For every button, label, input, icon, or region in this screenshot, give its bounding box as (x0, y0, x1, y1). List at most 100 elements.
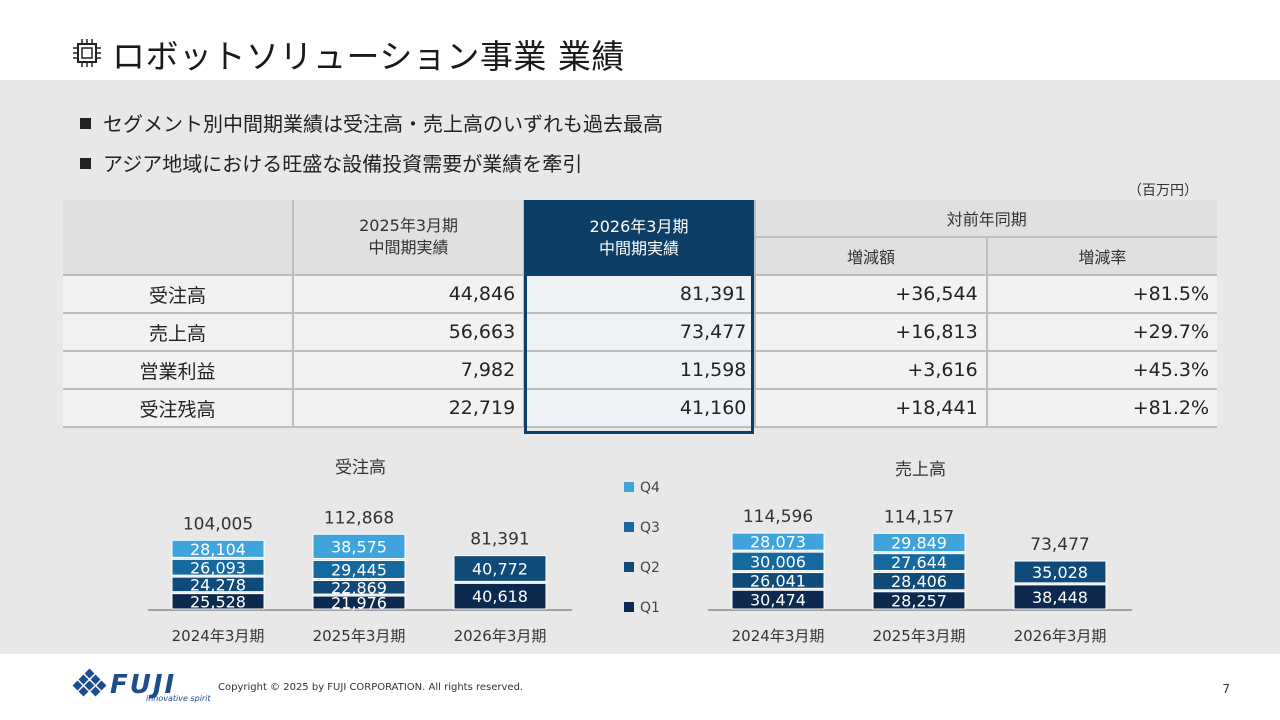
bar-segment-q1 (872, 591, 966, 610)
row-label: 受注残高 (63, 389, 294, 428)
bar-value-label: 29,849 (891, 534, 947, 553)
row-rate: +81.2% (986, 389, 1217, 428)
bar-segment-q1 (312, 595, 406, 610)
legend-q4-label: Q4 (640, 480, 660, 496)
bar-total-label: 73,477 (1030, 535, 1089, 555)
bar-value-label: 28,406 (891, 572, 947, 591)
table-row: 売上高 56,663 73,477 +16,813 +29.7% (63, 313, 1217, 352)
page-number: 7 (1222, 682, 1230, 696)
bar-value-label: 28,104 (190, 540, 246, 559)
row-prev: 56,663 (292, 313, 526, 352)
bar-segment-q3 (731, 551, 825, 572)
table-row: 営業利益 7,982 11,598 +3,616 +45.3% (63, 351, 1217, 390)
chip-icon (73, 39, 101, 67)
row-rate: +81.5% (986, 275, 1217, 314)
bar-value-label: 30,474 (750, 591, 806, 610)
row-diff: +3,616 (755, 351, 988, 390)
row-diff: +18,441 (755, 389, 988, 428)
header-rate: 増減率 (986, 237, 1217, 276)
bar-segment-q2 (312, 580, 406, 595)
legend-q3-swatch (624, 522, 634, 532)
bar-total-label: 112,868 (324, 508, 394, 528)
bar-value-label: 27,644 (891, 553, 947, 572)
orders-chart-title: 受注高 (335, 458, 386, 478)
bar-total-label: 114,157 (884, 507, 954, 527)
bar-segment-q1 (171, 593, 265, 610)
legend-q2-label: Q2 (640, 560, 660, 576)
sales-chart-title: 売上高 (895, 460, 946, 480)
header-prev-line1: 2025年3月期 (359, 216, 459, 235)
bar-segment-q2 (731, 572, 825, 589)
bar-segment-q2 (171, 576, 265, 593)
header-curr-line1: 2026年3月期 (589, 217, 689, 236)
bar-segment-q2 (453, 555, 547, 582)
company-logo-text: FUJI (110, 670, 177, 700)
bar-segment-q3 (312, 559, 406, 580)
bar-segment-q4 (872, 532, 966, 553)
header-diff: 増減額 (755, 237, 988, 276)
company-logo-tagline: innovative spirit (146, 694, 211, 703)
bar-total-label: 81,391 (470, 530, 529, 550)
bar-value-label: 40,772 (472, 560, 528, 579)
row-rate: +29.7% (986, 313, 1217, 352)
category-label: 2025年3月期 (873, 627, 966, 645)
header-curr-line2: 中間期実績 (598, 239, 679, 258)
company-logo-icon (72, 668, 107, 697)
bar-value-label: 22,869 (331, 578, 387, 597)
row-diff: +16,813 (755, 313, 988, 352)
row-curr: 11,598 (524, 351, 757, 390)
row-label: 売上高 (63, 313, 294, 352)
bar-segment-q4 (312, 533, 406, 559)
bar-segment-q2 (872, 571, 966, 591)
bullet-2-text: アジア地域における旺盛な設備投資需要が業績を牽引 (103, 152, 583, 176)
bar-segment-q1 (731, 589, 825, 610)
header-prev-line2: 中間期実績 (368, 238, 449, 257)
category-label: 2025年3月期 (313, 627, 406, 645)
bullet-1: セグメント別中間期業績は受注高・売上高のいずれも過去最高 (80, 108, 663, 137)
legend-q2: Q2 (624, 560, 660, 576)
bar-segment-q4 (731, 532, 825, 551)
header-prev: 2025年3月期 中間期実績 (292, 200, 526, 276)
bar-segment-q1 (453, 582, 547, 610)
row-curr: 41,160 (524, 389, 757, 428)
bullet-1-text: セグメント別中間期業績は受注高・売上高のいずれも過去最高 (103, 112, 663, 136)
row-curr: 81,391 (524, 275, 757, 314)
row-rate: +45.3% (986, 351, 1217, 390)
legend-q4-swatch (624, 482, 634, 492)
legend-q2-swatch (624, 562, 634, 572)
bar-total-label: 114,596 (743, 507, 813, 527)
title-bar: ロボットソリューション事業 業績 (0, 0, 1280, 80)
legend-q1-label: Q1 (640, 600, 660, 616)
row-label: 受注高 (63, 275, 294, 314)
page-title: ロボットソリューション事業 業績 (112, 37, 625, 76)
bar-value-label: 21,976 (331, 594, 387, 613)
footer (0, 654, 1280, 720)
bar-value-label: 28,073 (750, 533, 806, 552)
legend-q3: Q3 (624, 520, 660, 536)
header-blank (63, 200, 294, 276)
table-row: 受注高 44,846 81,391 +36,544 +81.5% (63, 275, 1217, 314)
legend-q4: Q4 (624, 480, 660, 496)
bar-segment-q3 (171, 558, 265, 576)
row-diff: +36,544 (755, 275, 988, 314)
bar-value-label: 26,093 (190, 558, 246, 577)
bar-segment-q2 (1013, 560, 1107, 584)
bar-segment-q3 (872, 553, 966, 571)
bar-total-label: 104,005 (183, 514, 253, 534)
header-yoy: 対前年同期 (755, 200, 1217, 238)
bar-value-label: 29,445 (331, 560, 387, 579)
category-label: 2026年3月期 (1014, 627, 1107, 645)
header-curr: 2026年3月期 中間期実績 (524, 200, 754, 276)
row-prev: 44,846 (292, 275, 526, 314)
legend-q3-label: Q3 (640, 520, 660, 536)
unit-label: （百万円） (1128, 183, 1198, 199)
category-label: 2026年3月期 (454, 627, 547, 645)
legend-q1: Q1 (624, 600, 660, 616)
bar-value-label: 38,448 (1032, 588, 1088, 607)
bar-value-label: 30,006 (750, 552, 806, 571)
category-label: 2024年3月期 (732, 627, 825, 645)
bar-value-label: 24,278 (190, 575, 246, 594)
bar-value-label: 25,528 (190, 592, 246, 611)
